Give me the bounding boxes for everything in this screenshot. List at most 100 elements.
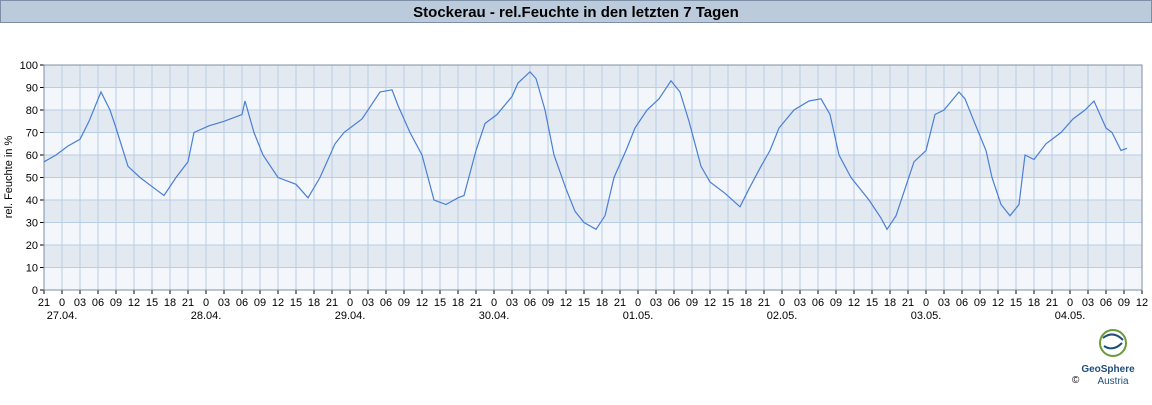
x-tick-label: 0 (779, 297, 785, 309)
x-tick-label: 0 (203, 297, 209, 309)
x-tick-label: 12 (992, 297, 1004, 309)
x-tick-label: 15 (578, 297, 590, 309)
x-tick-label: 15 (1010, 297, 1022, 309)
date-label: 01.05. (623, 310, 654, 322)
copyright: © (1072, 375, 1080, 386)
x-tick-label: 0 (347, 297, 353, 309)
plot-frame (43, 64, 1143, 291)
x-tick-label: 0 (635, 297, 641, 309)
date-label: 29.04. (335, 310, 366, 322)
x-tick-label: 21 (758, 297, 770, 309)
x-tick-label: 06 (668, 297, 680, 309)
x-tick-label: 15 (290, 297, 302, 309)
x-tick-label: 12 (560, 297, 572, 309)
date-label: 28.04. (191, 310, 222, 322)
logo: GeoSphere Austria © (1072, 329, 1135, 387)
x-tick-label: 0 (491, 297, 497, 309)
x-tick-label: 09 (1118, 297, 1130, 309)
x-tick-label: 09 (830, 297, 842, 309)
logo-icon (1099, 329, 1127, 357)
band (44, 155, 1142, 178)
chart-title: Stockerau - rel.Feuchte in den letzten 7… (413, 4, 739, 21)
x-tick-label: 0 (59, 297, 65, 309)
x-tick-label: 18 (308, 297, 320, 309)
x-tick-label: 03 (1082, 297, 1094, 309)
y-tick-label: 100 (20, 60, 38, 72)
x-tick-label: 15 (722, 297, 734, 309)
x-tick-label: 06 (92, 297, 104, 309)
x-tick-label: 06 (812, 297, 824, 309)
x-tick-label: 21 (326, 297, 338, 309)
line (43, 70, 1128, 231)
band (44, 267, 1142, 290)
x-tick-label: 06 (524, 297, 536, 309)
x-tick-label: 21 (1046, 297, 1058, 309)
y-tick-label: 50 (26, 173, 38, 185)
y-tick-label: 90 (26, 83, 38, 95)
band (44, 245, 1142, 268)
y-tick-label: 80 (26, 105, 38, 117)
x-tick-label: 18 (596, 297, 608, 309)
x-tick-label: 06 (380, 297, 392, 309)
y-tick-label: 30 (26, 218, 38, 230)
x-tick-label: 21 (614, 297, 626, 309)
date-label: 04.05. (1055, 310, 1086, 322)
date-label: 30.04. (479, 310, 510, 322)
x-tick-label: 06 (1100, 297, 1112, 309)
y-tick-label: 70 (26, 128, 38, 140)
y-tick-label: 0 (32, 285, 38, 297)
x-tick-label: 18 (1028, 297, 1040, 309)
x-tick-label: 15 (866, 297, 878, 309)
x-tick-label: 03 (74, 297, 86, 309)
date-label: 02.05. (767, 310, 798, 322)
x-tick-label: 03 (218, 297, 230, 309)
x-tick-label: 03 (362, 297, 374, 309)
x-tick-label: 03 (938, 297, 950, 309)
band (44, 200, 1142, 223)
band (44, 222, 1142, 245)
band (44, 87, 1142, 110)
x-tick-label: 12 (704, 297, 716, 309)
x-tick-label: 18 (164, 297, 176, 309)
x-tick-label: 18 (740, 297, 752, 309)
x-tick-label: 03 (794, 297, 806, 309)
x-tick-label: 18 (884, 297, 896, 309)
x-tick-label: 12 (416, 297, 428, 309)
x-tick-label: 03 (506, 297, 518, 309)
y-tick-label: 60 (26, 150, 38, 162)
band (44, 65, 1142, 88)
x-tick-label: 15 (146, 297, 158, 309)
x-tick-label: 21 (38, 297, 50, 309)
x-tick-label: 06 (236, 297, 248, 309)
y-tick-label: 10 (26, 263, 38, 275)
x-tick-label: 09 (110, 297, 122, 309)
x-tick-label: 12 (272, 297, 284, 309)
y-tick-label: 20 (26, 240, 38, 252)
band (44, 132, 1142, 155)
x-tick-label: 09 (398, 297, 410, 309)
band (44, 110, 1142, 133)
y-tick-label: 40 (26, 195, 38, 207)
x-tick-label: 21 (182, 297, 194, 309)
date-label: 27.04. (47, 310, 78, 322)
x-tick-label: 09 (542, 297, 554, 309)
logo-subname: Austria (1097, 376, 1129, 387)
x-tick-label: 15 (434, 297, 446, 309)
x-tick-label: 03 (650, 297, 662, 309)
x-tick-label: 09 (686, 297, 698, 309)
x-tick-label: 12 (848, 297, 860, 309)
y-axis-label: rel. Feuchte in % (3, 136, 15, 219)
band (44, 177, 1142, 200)
x-tick-label: 09 (254, 297, 266, 309)
x-tick-label: 12 (1136, 297, 1148, 309)
logo-icon (1102, 333, 1124, 350)
x-tick-label: 21 (902, 297, 914, 309)
x-tick-label: 21 (470, 297, 482, 309)
x-tick-label: 18 (452, 297, 464, 309)
x-tick-label: 06 (956, 297, 968, 309)
x-tick-label: 0 (923, 297, 929, 309)
x-tick-label: 0 (1067, 297, 1073, 309)
date-label: 03.05. (911, 310, 942, 322)
x-tick-label: 12 (128, 297, 140, 309)
